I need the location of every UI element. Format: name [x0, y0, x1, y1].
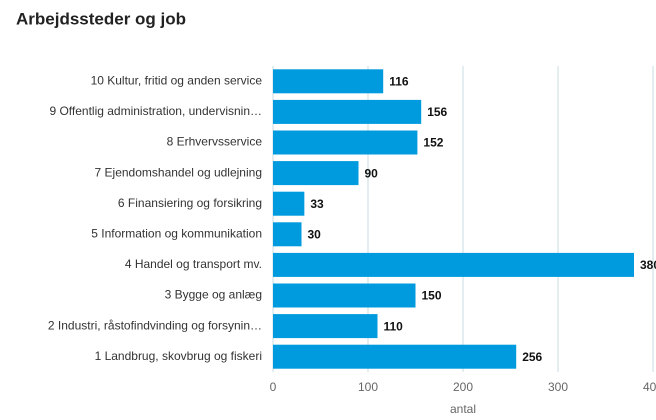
y-tick-label: 9 Offentlig administration, undervisnin…: [49, 104, 262, 118]
x-tick-label: 300: [548, 380, 568, 394]
value-label: 152: [423, 136, 443, 150]
y-tick-label: 6 Finansiering og forsikring: [118, 196, 262, 210]
y-tick-label: 8 Erhvervsservice: [167, 135, 263, 149]
y-tick-label: 7 Ejendomshandel og udlejning: [95, 165, 262, 179]
bar: [273, 191, 305, 216]
bar: [273, 314, 378, 339]
value-label: 156: [427, 105, 447, 119]
bar: [273, 99, 422, 124]
chart-title: Arbejdssteder og job: [16, 9, 186, 28]
bar: [273, 344, 517, 369]
value-label: 30: [308, 227, 322, 241]
y-tick-label: 1 Landbrug, skovbrug og fiskeri: [95, 349, 262, 363]
x-tick-label: 0: [270, 380, 277, 394]
value-label: 150: [422, 289, 442, 303]
y-tick-label: 5 Information og kommunikation: [91, 226, 262, 240]
value-label: 90: [365, 166, 379, 180]
x-axis-label: antal: [450, 402, 476, 416]
y-tick-label: 10 Kultur, fritid og anden service: [91, 73, 263, 87]
x-tick-label: 400: [643, 380, 656, 394]
y-tick-label: 3 Bygge og anlæg: [165, 288, 262, 302]
value-label: 256: [522, 350, 542, 364]
bar: [273, 252, 634, 277]
x-tick-label: 100: [358, 380, 378, 394]
bar: [273, 130, 418, 155]
bar: [273, 161, 359, 186]
y-tick-label: 4 Handel og transport mv.: [125, 257, 262, 271]
bar: [273, 69, 384, 94]
value-label: 33: [310, 197, 324, 211]
value-label: 380: [640, 258, 656, 272]
y-tick-label: 2 Industri, råstofindvinding og forsynin…: [48, 318, 262, 332]
x-tick-label: 200: [453, 380, 473, 394]
bar: [273, 222, 302, 247]
bar: [273, 283, 416, 308]
value-label: 116: [389, 74, 409, 88]
value-label: 110: [384, 319, 404, 333]
